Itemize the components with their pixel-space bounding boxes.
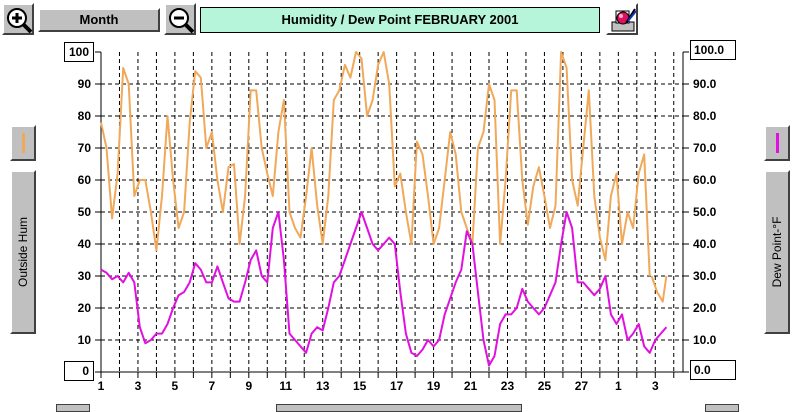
scroll-thumb[interactable] [276,404,522,412]
left-axis-min-value: 0 [82,364,89,378]
right-tick-label: 70.0 [693,141,717,155]
zoom-in-icon [7,8,33,34]
left-tick-label: 60 [78,173,92,187]
right-tick-label: 60.0 [693,173,717,187]
print-icon [611,8,637,32]
chart-title: Humidity / Dew Point FEBRUARY 2001 [200,7,600,33]
x-tick-label: 19 [427,379,441,393]
left-axis-max-value: 100 [68,45,90,59]
left-tick-label: 70 [78,141,92,155]
x-tick-label: 17 [390,379,404,393]
left-tick-label: 30 [78,269,92,283]
right-tick-label: 50.0 [693,205,717,219]
left-tick-label: 90 [78,77,92,91]
x-tick-label: 3 [135,379,142,393]
x-tick-label: 27 [575,379,589,393]
hum-legend-line [22,133,25,153]
x-tick-label: 25 [538,379,552,393]
scroll-right-button[interactable] [705,404,739,412]
print-button[interactable] [606,3,638,35]
left-tick-label: 40 [78,237,92,251]
x-tick-label: 21 [464,379,478,393]
zoom-in-button[interactable] [2,3,34,35]
x-tick-label: 23 [501,379,515,393]
x-tick-label: 15 [353,379,367,393]
left-tick-label: 80 [78,109,92,123]
right-tick-label: 80.0 [693,109,717,123]
left-tick-label: 50 [78,205,92,219]
x-tick-label: 13 [316,379,330,393]
dew-point-selector[interactable]: Dew Point-°F [764,170,790,334]
x-tick-label: 7 [209,379,216,393]
left-axis-max[interactable]: 100 [64,42,94,62]
outside-hum-selector[interactable]: Outside Hum [10,170,36,334]
x-tick-label: 5 [172,379,179,393]
right-tick-label: 30.0 [693,269,717,283]
outside-hum-series-line-tail [650,275,668,303]
scroll-left-button[interactable] [56,404,90,412]
right-tick-label: 90.0 [693,77,717,91]
x-tick-label: 9 [245,379,252,393]
dew-point-series-line [100,211,668,367]
chart-title-text: Humidity / Dew Point FEBRUARY 2001 [281,12,519,27]
right-tick-label: 20.0 [693,301,717,315]
period-selector-button[interactable]: Month [38,8,160,32]
left-axis-min[interactable]: 0 [64,361,94,381]
dew-legend-swatch[interactable] [764,125,790,161]
zoom-out-icon [169,8,195,34]
right-axis-min-value: 0.0 [694,363,711,377]
x-tick-label: 1 [98,379,105,393]
right-axis-max[interactable]: 100.0 [690,40,736,60]
x-tick-label: 3 [652,379,659,393]
zoom-out-button[interactable] [164,3,196,35]
left-tick-label: 20 [78,301,92,315]
dew-legend-line [776,133,779,153]
left-tick-label: 10 [78,333,92,347]
right-tick-label: 10.0 [693,333,717,347]
period-label: Month [79,12,119,27]
right-axis-max-value: 100.0 [694,43,725,57]
right-axis-min[interactable]: 0.0 [690,360,736,380]
hum-legend-swatch[interactable] [10,125,36,161]
outside-hum-series-line [100,51,651,277]
x-tick-label: 1 [615,379,622,393]
right-tick-label: 40.0 [693,237,717,251]
x-tick-label: 11 [279,379,292,393]
